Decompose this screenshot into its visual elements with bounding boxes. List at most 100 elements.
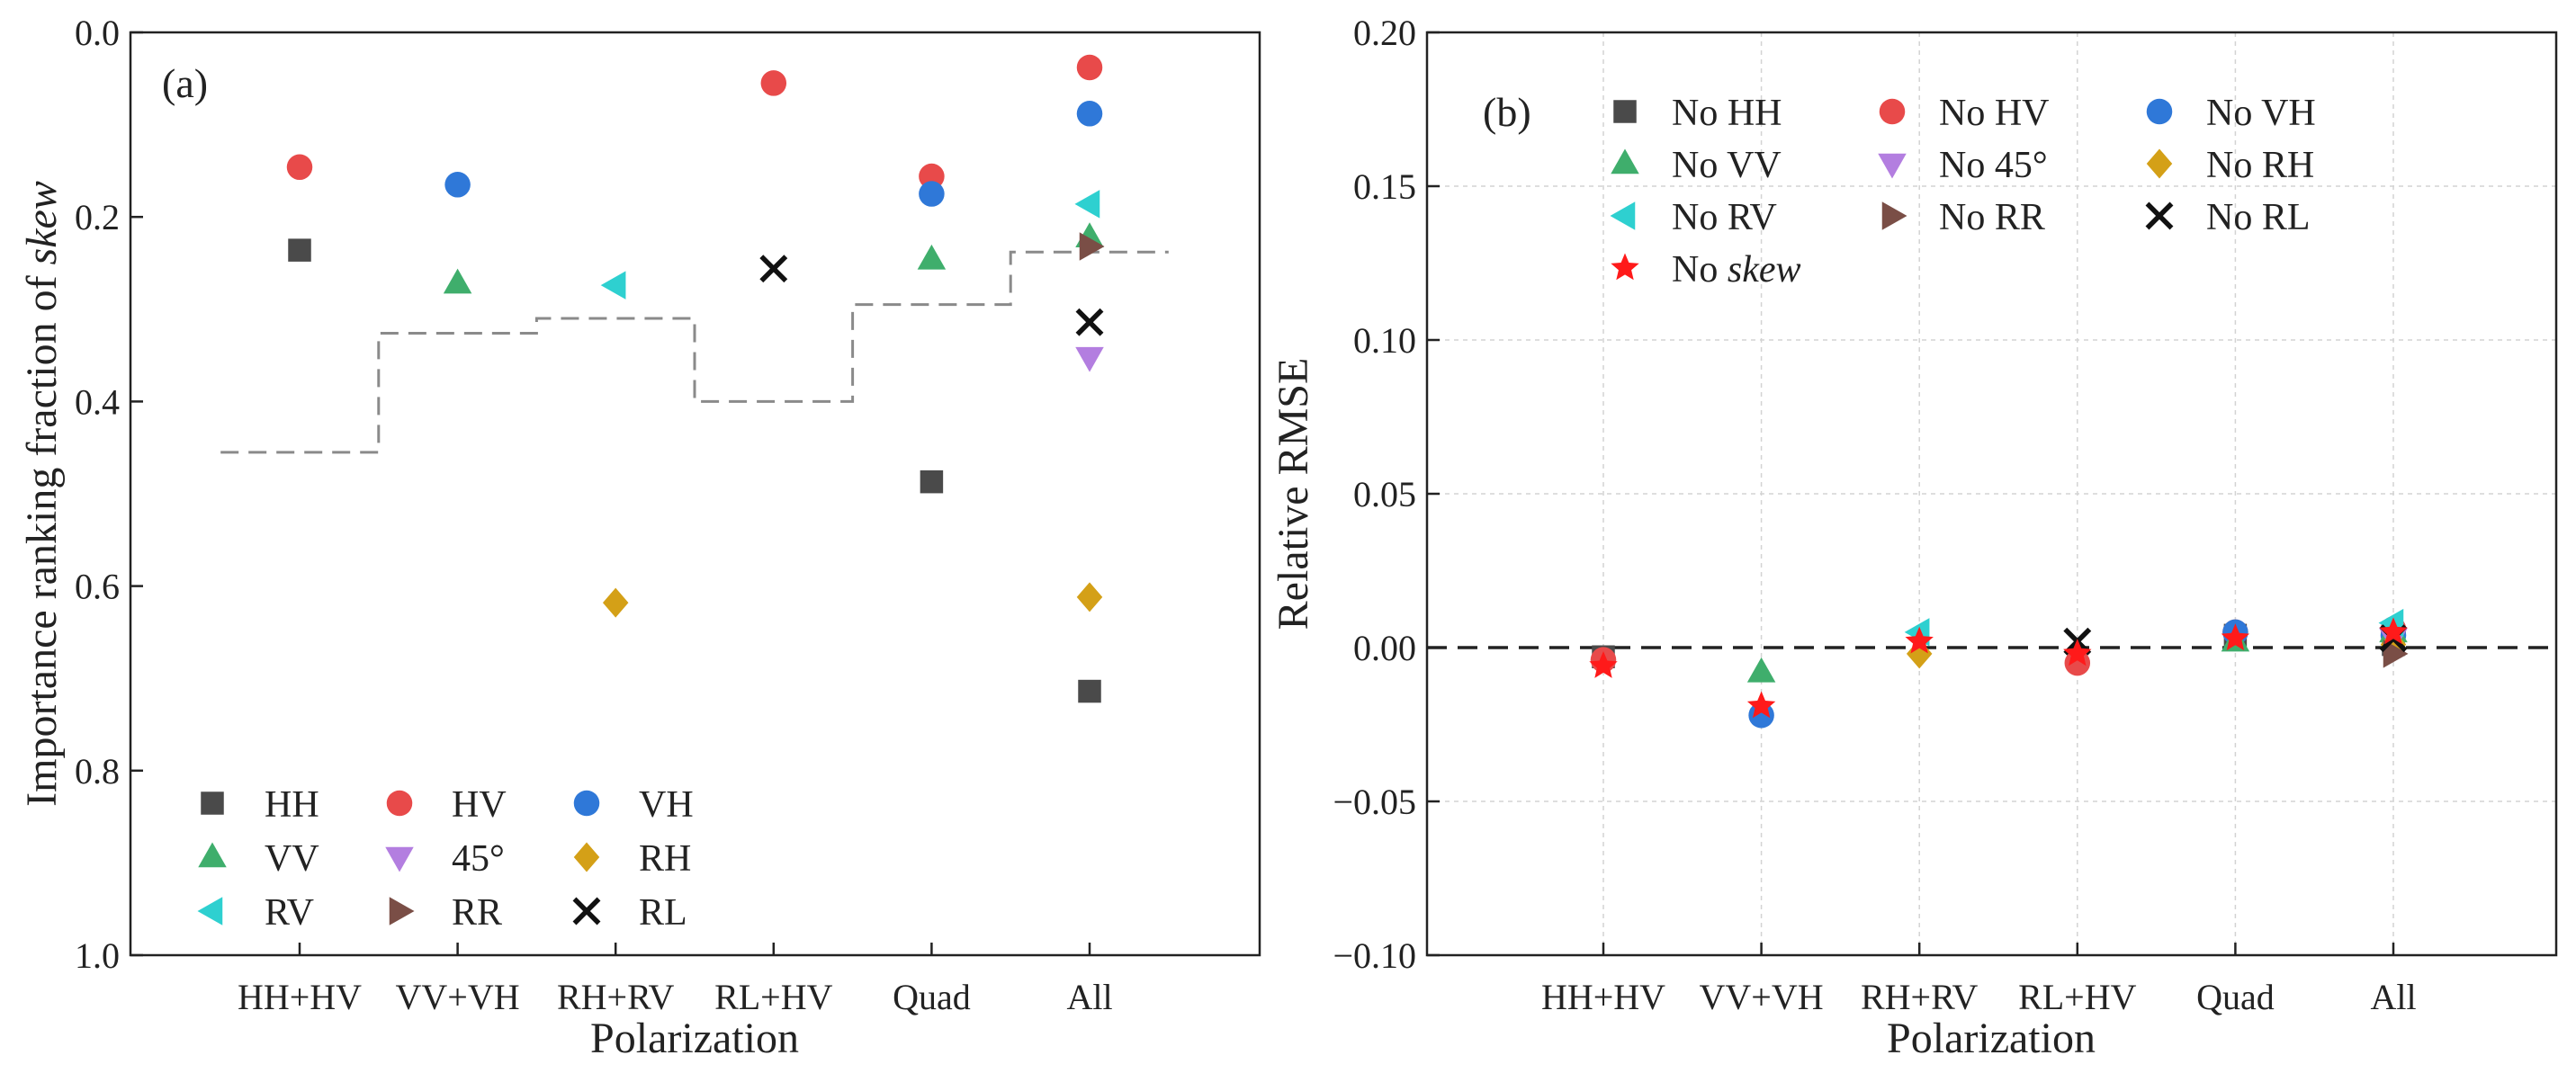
x-tick-label-rl-hv: RL+HV <box>714 977 833 1017</box>
x-tick-label-all: All <box>2370 977 2416 1017</box>
legend-label-rv: RV <box>265 892 314 934</box>
legend-label-main: HH <box>1728 93 1782 134</box>
point-vh-quad <box>919 181 945 207</box>
legend-label-45: No 45° <box>1939 145 2048 186</box>
point-rr-all <box>2383 639 2409 668</box>
legend-marker-skew <box>1611 253 1639 281</box>
panel-b: 0.20 0.15 0.10 0.05 0.00 −0.05 −0.10 HH+HV VV+VH… <box>1270 13 2558 1062</box>
legend-marker-rl <box>2145 201 2174 230</box>
point-skew-rh-rv <box>1905 626 1934 654</box>
x-tick-label-rh-rv: RH+RV <box>1861 977 1979 1017</box>
point-rl-rl-hv <box>759 255 788 283</box>
x-tick-label-hh-hv: HH+HV <box>238 977 362 1017</box>
y-tick-label: 0.2 <box>75 197 120 237</box>
panel-b-x-axis-label: Polarization <box>1887 1015 2096 1062</box>
legend-label-prefix: No <box>1939 93 1995 134</box>
legend-marker-rh <box>2146 148 2173 179</box>
point-hh-hh-hv <box>288 238 311 262</box>
legend-label-main: RR <box>1995 197 2045 238</box>
legend-marker-rh <box>573 842 600 872</box>
y-tick-label: 0.6 <box>75 567 120 607</box>
legend-label-main: RH <box>2262 145 2314 186</box>
y-tick-label: 0.05 <box>1353 474 1416 514</box>
y-tick-label: 0.10 <box>1353 320 1416 361</box>
panel-a-y-axis-label-italic: skew <box>18 181 66 264</box>
point-skew-hh-hv <box>1589 651 1618 678</box>
point-hv-hh-hv <box>286 154 313 181</box>
panel-a-y-axis-label-prefix: Importance ranking fraction of <box>18 264 66 806</box>
legend-marker-rr <box>1881 201 1907 230</box>
legend-marker-rl <box>572 897 601 926</box>
y-tick-label: 0.4 <box>75 381 120 422</box>
legend-label-rl: No RL <box>2206 197 2311 238</box>
panel-a-y-axis-label: Importance ranking fraction of skew <box>18 181 66 807</box>
legend-label-vv: No VV <box>1672 145 1782 186</box>
legend-label-main: VH <box>2261 93 2316 134</box>
point-vv-vv-vh <box>1746 657 1776 683</box>
legend-label-hh: No HH <box>1672 93 1782 134</box>
legend-label-rh: No RH <box>2206 145 2314 186</box>
y-tick-label: −0.05 <box>1333 782 1416 822</box>
legend-label-rh: RH <box>639 838 691 880</box>
legend-label-main: skew <box>1728 249 1801 291</box>
legend-label-main: RL <box>2262 197 2311 238</box>
point-vh-vv-vh <box>444 172 471 198</box>
panel-b-ticks: 0.20 0.15 0.10 0.05 0.00 −0.05 −0.10 HH+HV VV+VH… <box>1333 13 2416 1017</box>
x-tick-label-rl-hv: RL+HV <box>2018 977 2137 1017</box>
y-tick-label: 0.20 <box>1353 13 1416 53</box>
y-tick-label: 0.0 <box>75 13 120 53</box>
point-skew-all <box>2379 617 2408 645</box>
legend-label-rr: RR <box>452 892 502 934</box>
point-45-all <box>1075 346 1104 372</box>
point-rv-all <box>1074 190 1100 219</box>
point-skew-quad <box>2221 623 2250 651</box>
point-hv-rl-hv <box>760 70 787 96</box>
x-tick-label-hh-hv: HH+HV <box>1541 977 1665 1017</box>
point-skew-rl-hv <box>2063 639 2092 666</box>
legend-label-vv: VV <box>265 838 319 880</box>
panel-a-label: (a) <box>162 60 208 106</box>
point-rh-rh-rv <box>602 587 629 618</box>
legend-label-prefix: No <box>1672 197 1728 238</box>
threshold-step-line <box>220 250 1169 454</box>
legend-label-skew: No skew <box>1672 249 1801 291</box>
legend-label-prefix: No <box>1939 145 1995 186</box>
panel-a-legend: HH HV VH VV 45° RH RV RR RL <box>197 784 694 934</box>
panel-a-plot-frame <box>129 31 1261 957</box>
y-tick-label: 0.00 <box>1353 628 1416 668</box>
legend-marker-vv <box>1611 148 1639 174</box>
legend-label-prefix: No <box>1672 93 1728 134</box>
legend-marker-hh <box>1613 100 1637 123</box>
y-tick-label: 1.0 <box>75 935 120 976</box>
point-rr-all <box>1079 232 1105 261</box>
x-tick-label-quad: Quad <box>2196 977 2275 1017</box>
x-tick-label-all: All <box>1066 977 1112 1017</box>
point-skew-vv-vh <box>1746 691 1776 719</box>
legend-label-main: RV <box>1728 197 1777 238</box>
panel-a-x-axis-label: Polarization <box>590 1015 799 1062</box>
y-tick-label: −0.10 <box>1333 935 1416 976</box>
x-tick-label-quad: Quad <box>893 977 971 1017</box>
legend-label-vh: No VH <box>2206 93 2316 134</box>
legend-label-main: 45° <box>1995 145 2048 186</box>
legend-label-prefix: No <box>2206 197 2262 238</box>
panel-a: 0.0 0.2 0.4 0.6 0.8 1.0 HH+HV VV+VH RH+RV RL+HV Qu… <box>18 13 1261 1062</box>
legend-label-rr: No RR <box>1939 197 2045 238</box>
legend-marker-rv <box>197 897 223 926</box>
panel-a-ticks: 0.0 0.2 0.4 0.6 0.8 1.0 HH+HV VV+VH RH+RV RL+HV Qu… <box>75 13 1113 1017</box>
legend-marker-vh <box>2146 98 2173 125</box>
panel-b-marks <box>1427 608 2556 729</box>
point-vv-quad <box>917 244 947 270</box>
y-tick-label: 0.8 <box>75 751 120 791</box>
panel-b-label: (b) <box>1483 89 1531 135</box>
legend-label-45: 45° <box>452 838 505 880</box>
legend-label-hv: HV <box>452 784 507 826</box>
point-hv-quad <box>919 163 945 190</box>
legend-marker-45 <box>385 846 414 872</box>
x-tick-label-vv-vh: VV+VH <box>1700 977 1824 1017</box>
legend-marker-hh <box>201 791 224 815</box>
point-rl-all <box>1075 308 1104 336</box>
point-hh-all <box>1078 679 1101 703</box>
